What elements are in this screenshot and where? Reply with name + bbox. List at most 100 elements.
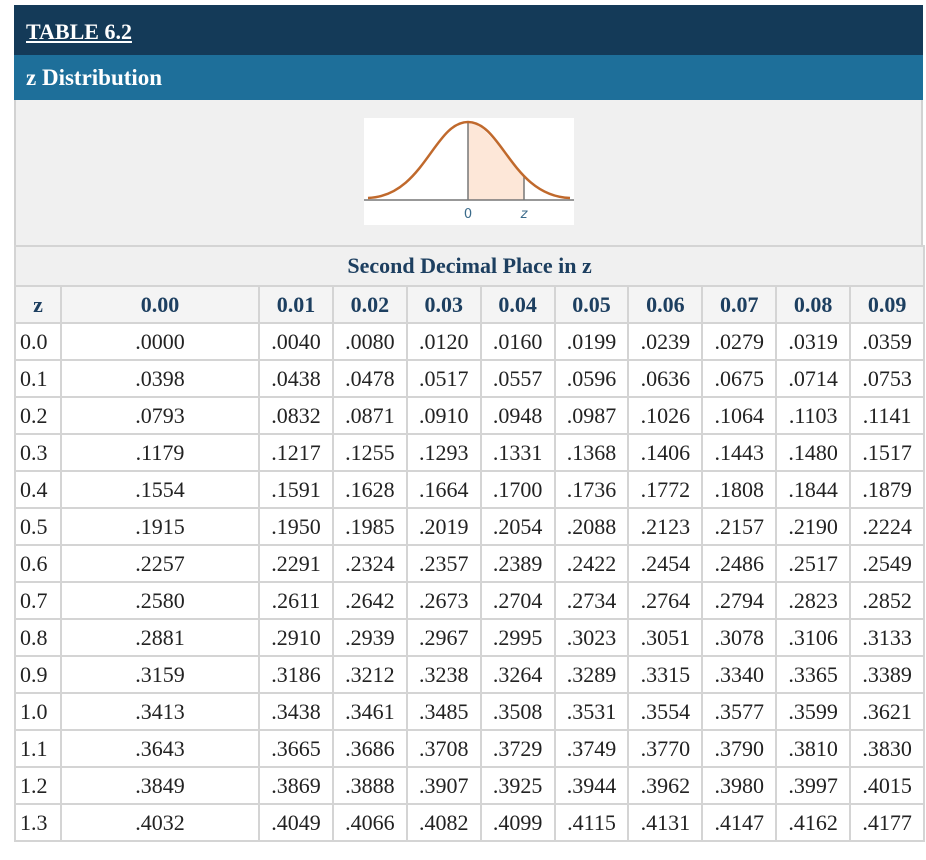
column-header: 0.09 [849,285,926,324]
table-cell: .3577 [701,692,778,731]
table-cell: .2190 [775,507,852,546]
column-header: 0.04 [479,285,556,324]
row-header: 0.0 [14,322,62,361]
table-cell: .1141 [849,396,926,435]
table-cell: .2673 [405,581,482,620]
table-cell: .2881 [60,618,260,657]
table-caption: Second Decimal Place in z [13,245,926,287]
table-cell: .3461 [331,692,408,731]
table-row: 1.1.3643.3665.3686.3708.3729.3749.3770.3… [14,729,926,768]
table-cell: .2794 [701,581,778,620]
table-cell: .0279 [701,322,778,361]
column-header: z [14,285,62,324]
column-header: 0.05 [553,285,630,324]
column-header: 0.06 [627,285,704,324]
figure-area: 0 z [14,100,923,245]
table-cell: .3159 [60,655,260,694]
table-cell: .2910 [258,618,334,657]
table-cell: .0199 [553,322,630,361]
table-cell: .3289 [553,655,630,694]
table-cell: .2549 [849,544,926,583]
column-header: 0.02 [331,285,408,324]
table-title: TABLE 6.2 [14,5,923,55]
table-cell: .1368 [553,433,630,472]
table-cell: .4162 [775,803,852,842]
table-row: 0.3.1179.1217.1255.1293.1331.1368.1406.1… [14,433,926,472]
row-header: 0.1 [14,359,62,398]
table-cell: .1443 [701,433,778,472]
table-cell: .0319 [775,322,852,361]
table-cell: .3729 [479,729,556,768]
table-cell: .2611 [258,581,334,620]
caption-row: Second Decimal Place in z [13,245,926,287]
row-header: 1.1 [14,729,62,768]
table-cell: .2967 [405,618,482,657]
table-cell: .3485 [405,692,482,731]
table-cell: .0596 [553,359,630,398]
table-cell: .0478 [331,359,408,398]
table-cell: .1179 [60,433,260,472]
table-row: 0.2.0793.0832.0871.0910.0948.0987.1026.1… [14,396,926,435]
table-cell: .2704 [479,581,556,620]
table-row: 1.3.4032.4049.4066.4082.4099.4115.4131.4… [14,803,926,842]
table-cell: .0120 [405,322,482,361]
table-cell: .4177 [849,803,926,842]
table-cell: .2642 [331,581,408,620]
table-cell: .3810 [775,729,852,768]
table-cell: .1591 [258,470,334,509]
table-cell: .4049 [258,803,334,842]
table-cell: .1628 [331,470,408,509]
table-cell: .0000 [60,322,260,361]
row-header: 1.3 [14,803,62,842]
table-cell: .3925 [479,766,556,805]
table-cell: .1664 [405,470,482,509]
table-cell: .1064 [701,396,778,435]
table-cell: .3315 [627,655,704,694]
header-row: z 0.00 0.01 0.02 0.03 0.04 0.05 0.06 0.07 0.08 0.0… [14,285,926,324]
table-cell: .2389 [479,544,556,583]
table-cell: .1103 [775,396,852,435]
table-cell: .0832 [258,396,334,435]
table-cell: .3749 [553,729,630,768]
table-cell: .1331 [479,433,556,472]
table-cell: .4032 [60,803,260,842]
table-cell: .3023 [553,618,630,657]
table-cell: .0987 [553,396,630,435]
table-cell: .3621 [849,692,926,731]
row-header: 0.6 [14,544,62,583]
table-cell: .3997 [775,766,852,805]
table-cell: .2939 [331,618,408,657]
figure-label: 0 [464,207,472,222]
figure-label: z [520,207,529,222]
table-cell: .0517 [405,359,482,398]
table-cell: .3849 [60,766,260,805]
row-header: 0.5 [14,507,62,546]
table-row: 0.7.2580.2611.2642.2673.2704.2734.2764.2… [14,581,926,620]
table-cell: .3106 [775,618,852,657]
table-cell: .4082 [405,803,482,842]
table-cell: .1255 [331,433,408,472]
table-cell: .1554 [60,470,260,509]
table-cell: .3944 [553,766,630,805]
table-cell: .3413 [60,692,260,731]
table-cell: .2580 [60,581,260,620]
table-cell: .2123 [627,507,704,546]
table-cell: .4015 [849,766,926,805]
table-row: 0.5.1915.1950.1985.2019.2054.2088.2123.2… [14,507,926,546]
table-cell: .0675 [701,359,778,398]
table-cell: .3051 [627,618,704,657]
table-cell: .0438 [258,359,334,398]
normal-curve-figure: 0 z [364,118,574,225]
table-cell: .2224 [849,507,926,546]
table-cell: .0714 [775,359,852,398]
table-cell: .2291 [258,544,334,583]
table-subtitle: z Distribution [14,55,923,100]
curve [367,120,571,200]
table-cell: .2764 [627,581,704,620]
row-header: 1.2 [14,766,62,805]
table-row: 0.0.0000.0040.0080.0120.0160.0199.0239.0… [14,322,926,361]
table-cell: .3365 [775,655,852,694]
table-cell: .3686 [331,729,408,768]
table-cell: .3770 [627,729,704,768]
